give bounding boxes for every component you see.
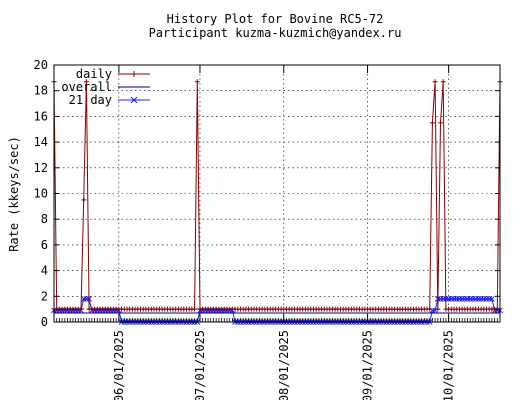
y-tick-label: 12	[34, 161, 48, 175]
series-daily-point	[192, 306, 198, 312]
plot-frame	[53, 64, 501, 323]
series-daily-point	[429, 120, 435, 126]
axes-layer: 0 2 4 6 8 10 12 14 16 18 20 06/01/2025 07/01/2025 08/…	[34, 58, 501, 400]
y-tick-label: 18	[34, 84, 48, 98]
series-daily-point	[83, 79, 89, 85]
y-tick-label: 2	[41, 289, 48, 303]
series-21-day-marker-stroke	[489, 296, 495, 302]
x-tick-label: 06/01/2025	[112, 330, 126, 400]
legend-marker	[130, 96, 138, 104]
y-tick-label: 16	[34, 109, 48, 123]
chart-title: History Plot for Bovine RC5-72	[167, 12, 384, 26]
legend-label: 21 day	[69, 93, 112, 107]
chart-subtitle: Participant kuzma-kuzmich@yandex.ru	[149, 26, 402, 40]
legend-label: daily	[76, 67, 112, 81]
y-tick-label: 0	[41, 315, 48, 329]
y-tick-label: 20	[34, 58, 48, 72]
x-tick-label: 08/01/2025	[277, 330, 291, 400]
series-daily-point	[438, 120, 444, 126]
series-daily-point	[432, 79, 438, 85]
y-tick-label: 14	[34, 135, 48, 149]
series-daily-point	[435, 306, 441, 312]
x-tick-label: 10/01/2025	[442, 330, 456, 400]
x-tick-label: 07/01/2025	[193, 330, 207, 400]
y-tick-label: 4	[41, 264, 48, 278]
y-tick-label: 6	[41, 238, 48, 252]
y-tick-label: 8	[41, 212, 48, 226]
series-daily-point	[440, 79, 446, 85]
legend-label: overall	[61, 80, 112, 94]
series-21-day-point	[489, 296, 495, 302]
y-axis-label: Rate (kkeys/sec)	[7, 136, 21, 252]
series-daily-point	[81, 197, 87, 203]
series-daily-line	[53, 81, 501, 310]
grid-lines	[54, 65, 500, 322]
series-daily-point	[194, 79, 200, 85]
series-daily-point	[494, 306, 500, 312]
series-daily-point	[427, 306, 433, 312]
y-tick-label: 10	[34, 187, 48, 201]
x-tick-label: 09/01/2025	[361, 330, 375, 400]
series-daily-point	[78, 306, 84, 312]
